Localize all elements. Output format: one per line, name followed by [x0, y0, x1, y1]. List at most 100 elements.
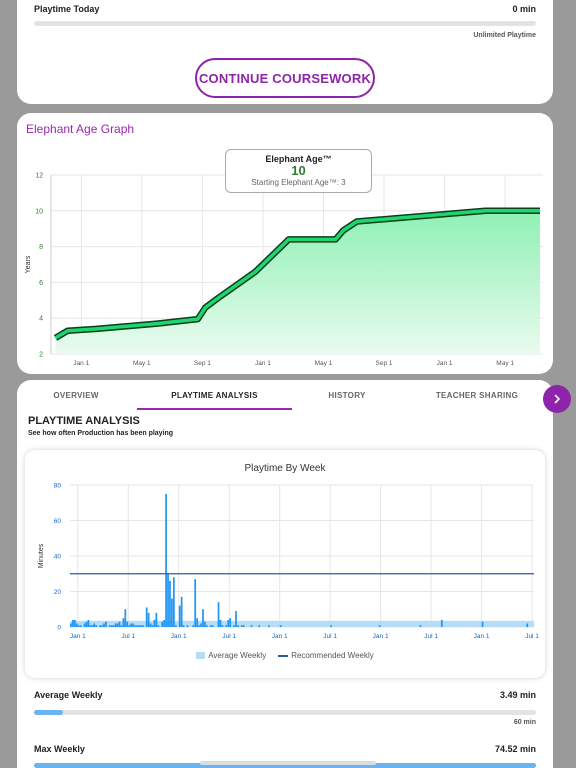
x-tick-label: Jul 1: [525, 633, 539, 640]
analysis-card: OVERVIEW PLAYTIME ANALYSIS HISTORY TEACH…: [17, 380, 553, 768]
weekly-bar: [200, 623, 202, 627]
x-tick-label: Jan 1: [171, 633, 187, 640]
tab-teacher-sharing[interactable]: TEACHER SHARING: [435, 391, 519, 400]
tab-overview[interactable]: OVERVIEW: [53, 391, 99, 400]
weekly-bar: [103, 623, 105, 627]
legend-average-weekly[interactable]: Average Weekly: [196, 651, 266, 660]
weekly-bar: [134, 625, 136, 627]
x-tick-label: May 1: [133, 360, 151, 367]
weekly-bar: [155, 612, 158, 627]
x-tick-label: Jan 1: [255, 360, 271, 367]
weekly-bar: [118, 621, 121, 627]
weekly-bar: [89, 625, 92, 627]
playtime-today-card: Playtime Today 0 min Unlimited Playtime …: [17, 0, 553, 104]
weekly-bar: [77, 625, 80, 627]
average-weekly-max: 60 min: [513, 719, 536, 726]
max-weekly-value: 74.52 min: [494, 744, 536, 754]
weekly-bar: [95, 625, 98, 627]
weekly-bar: [145, 607, 148, 627]
weekly-bar: [99, 625, 101, 627]
next-tab-button[interactable]: [543, 385, 571, 413]
weekly-bar: [153, 619, 156, 627]
continue-coursework-button[interactable]: CONTINUE COURSEWORK: [195, 58, 375, 98]
y-tick-label: 2: [39, 352, 43, 359]
tooltip-value: 10: [291, 163, 306, 178]
weekly-bar: [178, 605, 181, 627]
elephant-age-area: [55, 210, 540, 354]
weekly-bar: [147, 612, 150, 627]
x-tick-label: Sep 1: [194, 360, 211, 367]
y-tick-label: 40: [54, 554, 62, 561]
weekly-bar: [526, 623, 529, 627]
tab-playtime-analysis[interactable]: PLAYTIME ANALYSIS: [137, 386, 292, 410]
elephant-age-chart: 2 4 6 8 10 12 Jan 1 May 1 Sep 1 Jan 1 May 1 Sep 1 Ja…: [25, 173, 543, 367]
weekly-bar: [79, 625, 82, 627]
weekly-bar: [242, 625, 245, 627]
weekly-bar: [87, 619, 90, 627]
weekly-bar: [268, 625, 270, 627]
weekly-bar: [233, 625, 235, 627]
y-tick-label: 60: [54, 518, 62, 525]
weekly-bar: [138, 625, 140, 627]
weekly-bar: [112, 625, 115, 627]
y-tick-label: 0: [57, 625, 61, 632]
x-tick-label: Jan 1: [272, 633, 288, 640]
y-tick-label: 10: [35, 208, 43, 215]
x-tick-label: Jul 1: [323, 633, 337, 640]
weekly-bar: [149, 623, 152, 627]
playtime-today-value: 0 min: [512, 4, 536, 14]
tab-bar: OVERVIEW PLAYTIME ANALYSIS HISTORY TEACH…: [17, 386, 553, 410]
legend-recommended-weekly[interactable]: Recommended Weekly: [278, 651, 374, 660]
playtime-today-label: Playtime Today: [34, 4, 100, 14]
weekly-bar: [161, 621, 164, 627]
weekly-bar: [182, 625, 185, 627]
weekly-bar: [481, 621, 484, 627]
weekly-bar: [163, 619, 166, 627]
x-tick-label: Jul 1: [121, 633, 135, 640]
y-axis-label: Minutes: [38, 543, 45, 568]
weekly-bar: [167, 573, 169, 627]
weekly-bar: [70, 623, 72, 627]
tab-history[interactable]: HISTORY: [328, 391, 366, 400]
weekly-bar: [250, 625, 253, 627]
weekly-bar: [217, 602, 220, 627]
weekly-bar: [419, 625, 422, 627]
weekly-bar: [91, 625, 94, 627]
average-weekly-progress-fill: [34, 710, 64, 715]
weekly-bar: [165, 493, 167, 627]
y-tick-label: 80: [54, 483, 62, 490]
playtime-chart-title: Playtime By Week: [244, 463, 326, 474]
weekly-bar: [116, 623, 119, 627]
elephant-age-card: 2 4 6 8 10 12 Jan 1 May 1 Sep 1 Jan 1 May 1 Sep 1 Ja…: [17, 113, 553, 374]
y-tick-label: 4: [39, 316, 43, 323]
elephant-age-line: [54, 209, 540, 340]
max-weekly-label: Max Weekly: [34, 744, 85, 754]
playtime-limit-text: Unlimited Playtime: [473, 32, 536, 39]
weekly-bar: [219, 619, 222, 627]
weekly-bar: [235, 611, 237, 627]
weekly-bar: [169, 580, 171, 627]
average-weekly-label: Average Weekly: [34, 690, 103, 700]
weekly-bar: [196, 618, 199, 627]
average-weekly-value: 3.49 min: [499, 690, 536, 700]
weekly-bar: [72, 619, 74, 627]
weekly-bar: [105, 621, 107, 627]
weekly-bar: [194, 579, 197, 627]
max-weekly-progress-fill: [34, 763, 536, 768]
x-tick-label: Sep 1: [376, 360, 393, 367]
x-tick-label: Jan 1: [373, 633, 389, 640]
weekly-bar: [205, 625, 208, 627]
weekly-bar: [120, 625, 123, 627]
weekly-bar: [126, 621, 129, 627]
weekly-bar: [209, 625, 212, 627]
weekly-bar: [130, 623, 133, 627]
weekly-bar: [136, 625, 138, 627]
analysis-title: PLAYTIME ANALYSIS: [28, 415, 140, 427]
weekly-bar: [198, 625, 200, 627]
weekly-bar: [124, 609, 127, 627]
weekly-bar: [110, 625, 113, 627]
average-weekly-progress: [34, 710, 536, 715]
weekly-bar: [202, 609, 204, 627]
x-tick-label: May 1: [496, 360, 514, 367]
y-tick-label: 8: [39, 244, 43, 251]
